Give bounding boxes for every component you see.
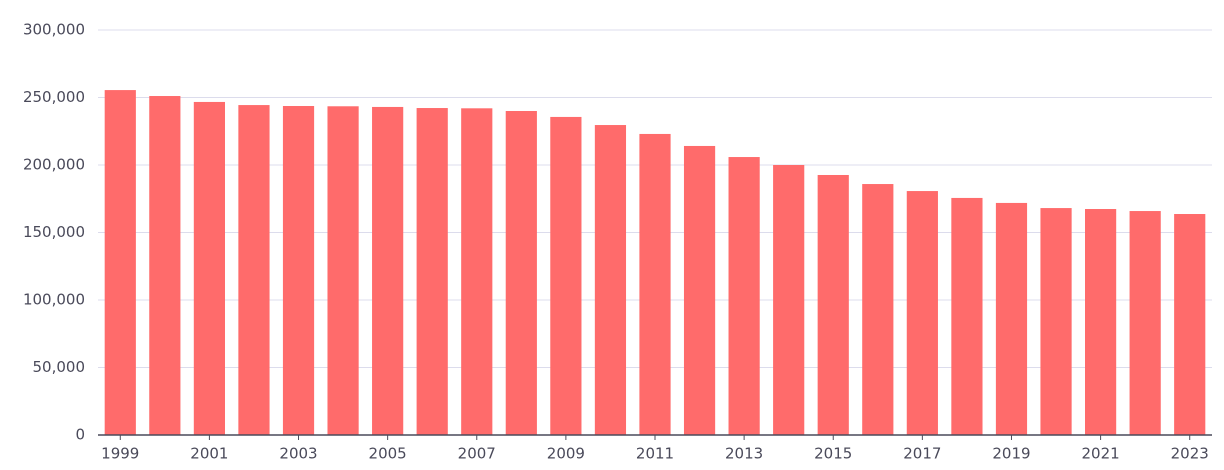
bar [906, 191, 938, 435]
x-tick-label: 2015 [814, 445, 852, 463]
x-tick-label: 2003 [279, 445, 317, 463]
bar [639, 133, 671, 435]
x-tick-label: 2005 [369, 445, 407, 463]
bar [773, 165, 805, 435]
bar [995, 202, 1028, 435]
y-tick-label: 100,000 [23, 291, 85, 309]
x-tick-label: 2011 [636, 445, 674, 463]
x-tick-label: 2001 [190, 445, 228, 463]
x-tick-label: 2021 [1082, 445, 1120, 463]
x-tick-label: 2009 [547, 445, 585, 463]
bar [1174, 214, 1206, 435]
x-tick-label: 2019 [992, 445, 1030, 463]
x-tick-label: 2013 [725, 445, 763, 463]
bar [862, 184, 894, 435]
bar [951, 197, 983, 435]
bar [461, 108, 493, 436]
bar [416, 108, 448, 435]
x-tick-label: 2017 [903, 445, 941, 463]
x-tick-label: 2007 [458, 445, 496, 463]
y-tick-label: 50,000 [33, 358, 86, 376]
y-tick-label: 250,000 [23, 88, 85, 106]
bar [817, 174, 849, 436]
bar [149, 96, 181, 435]
bar [193, 101, 225, 435]
bar [104, 90, 136, 435]
y-tick-label: 150,000 [23, 223, 85, 241]
bar [550, 116, 582, 435]
y-tick-label: 300,000 [23, 21, 85, 39]
bar [372, 106, 404, 435]
bar [238, 105, 270, 435]
bar [1040, 208, 1072, 435]
bar [683, 145, 716, 435]
bar [728, 157, 760, 435]
x-tick-label: 2023 [1171, 445, 1209, 463]
y-tick-label: 0 [75, 426, 85, 444]
bar [1129, 211, 1161, 435]
bar [282, 106, 315, 435]
bar [505, 111, 537, 435]
bar [594, 125, 627, 435]
bar [327, 106, 359, 436]
bar [1085, 209, 1117, 435]
x-tick-label: 1999 [101, 445, 139, 463]
y-tick-label: 200,000 [23, 156, 85, 174]
